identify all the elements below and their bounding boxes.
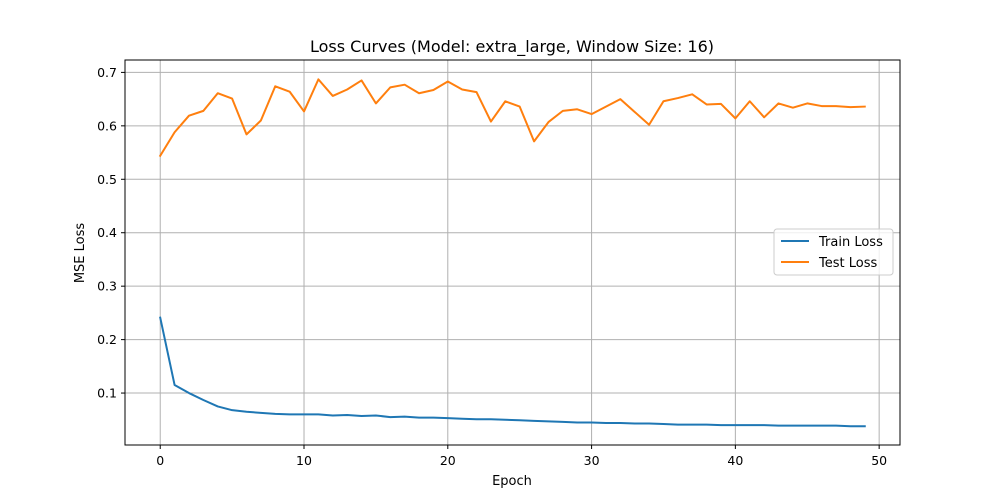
y-tick-label: 0.3 [97, 279, 117, 294]
axes-layer [124, 59, 901, 446]
legend-label-train-loss: Train Loss [818, 235, 883, 250]
x-tick-label: 20 [440, 453, 456, 468]
y-tick-label: 0.7 [97, 65, 117, 80]
chart-title: Loss Curves (Model: extra_large, Window … [310, 37, 714, 57]
y-tick-label: 0.2 [97, 332, 117, 347]
x-tick-label: 50 [871, 453, 887, 468]
x-tick-label: 0 [156, 453, 164, 468]
x-tick-label: 10 [296, 453, 312, 468]
y-tick-label: 0.1 [97, 386, 117, 401]
plot-frame [124, 59, 901, 446]
series-line-train-loss [159, 316, 866, 428]
y-tick-label: 0.5 [97, 172, 117, 187]
legend: Train Loss Test Loss [773, 228, 894, 276]
x-axis-label: Epoch [492, 474, 532, 489]
y-tick-label: 0.4 [97, 225, 117, 240]
y-tick-label: 0.6 [97, 118, 117, 133]
y-axis-label: MSE Loss [73, 223, 88, 284]
legend-label-test-loss: Test Loss [818, 256, 877, 271]
x-tick-label: 40 [727, 453, 743, 468]
series-layer [158, 78, 866, 428]
x-tick-label: 30 [584, 453, 600, 468]
ticks-layer: 0 10 20 30 40 50 0.1 0.2 0.3 0.4 0.5 0.6 0.7 [97, 65, 887, 468]
series-line-test-loss [158, 78, 866, 158]
